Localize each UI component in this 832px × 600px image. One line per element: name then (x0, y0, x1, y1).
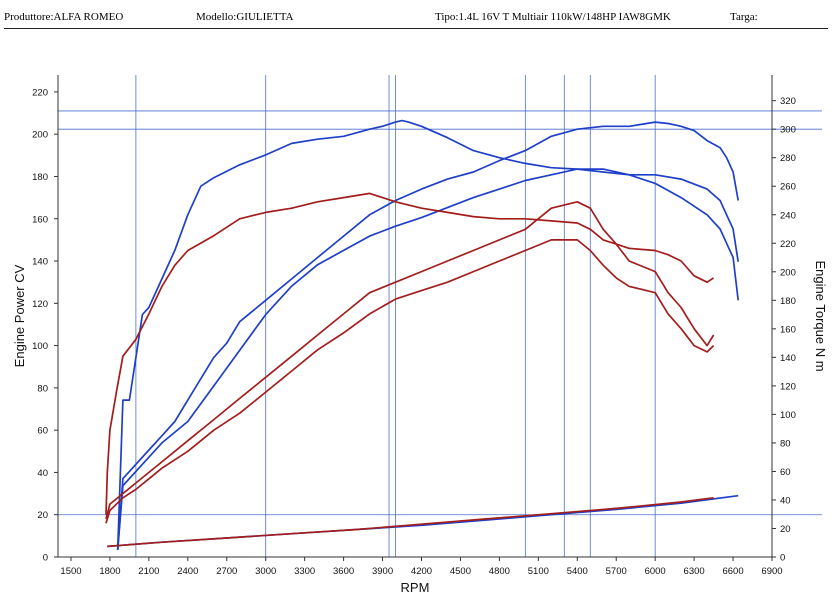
y-right-tick-label: 140 (780, 353, 796, 364)
x-tick-label: 3300 (294, 566, 315, 577)
type-value: 1.4L 16V T Multiair 110kW/148HP IAW8GMK (458, 11, 671, 23)
x-tick-label: 5400 (567, 566, 588, 577)
y-left-tick-label: 220 (32, 87, 48, 98)
producer-value: ALFA ROMEO (53, 11, 124, 23)
plot-frame (57, 75, 773, 558)
type-field: Tipo:1.4L 16V T Multiair 110kW/148HP IAW… (435, 11, 671, 23)
y-left-tick-label: 60 (37, 426, 48, 437)
y-left-tick-label: 40 (37, 468, 48, 479)
model-value: GIULIETTA (236, 11, 294, 23)
y-left-tick-label: 120 (32, 299, 48, 310)
y-right-tick-label: 40 (780, 495, 791, 506)
power-curve-red (105, 239, 715, 524)
model-field: Modello:GIULIETTA (196, 11, 294, 23)
y-axis-right-label: Engine Torque N m (813, 260, 828, 371)
y-left-tick-label: 200 (32, 130, 48, 141)
x-tick-label: 2400 (177, 566, 198, 577)
y-left-tick-label: 0 (43, 553, 48, 564)
x-tick-label: 2700 (216, 566, 237, 577)
y-left-tick-label: 80 (37, 383, 48, 394)
axis-ticks: 1500 1800 2100 2400 2700 3000 3300 3600 3900 4200… (32, 87, 796, 577)
y-axis-left-label: Engine Power CV (12, 264, 27, 367)
reference-lines (58, 75, 822, 557)
x-tick-label: 4500 (450, 566, 471, 577)
y-right-tick-label: 220 (780, 239, 796, 250)
y-right-tick-label: 200 (780, 267, 796, 278)
x-tick-label: 6900 (761, 566, 782, 577)
y-left-tick-label: 20 (37, 510, 48, 521)
power-curve-red (105, 192, 715, 515)
y-left-tick-label: 160 (32, 214, 48, 225)
x-tick-label: 2100 (138, 566, 159, 577)
x-tick-label: 6300 (684, 566, 705, 577)
data-series (105, 119, 740, 550)
x-tick-label: 1500 (60, 566, 81, 577)
x-tick-label: 6000 (645, 566, 666, 577)
x-tick-label: 5100 (528, 566, 549, 577)
plate-label: Targa: (730, 11, 758, 23)
y-right-tick-label: 320 (780, 96, 796, 107)
y-right-tick-label: 260 (780, 182, 796, 193)
y-right-tick-label: 0 (780, 553, 785, 564)
type-label: Tipo: (435, 11, 459, 23)
y-right-tick-label: 240 (780, 210, 796, 221)
x-tick-label: 6600 (722, 566, 743, 577)
y-left-tick-label: 180 (32, 172, 48, 183)
x-tick-label: 4200 (411, 566, 432, 577)
torque-curve-blue (116, 168, 740, 550)
model-label: Modello: (196, 11, 237, 23)
x-tick-label: 1800 (99, 566, 120, 577)
producer-field: Produttore:ALFA ROMEO (4, 11, 123, 23)
torque-curve-blue (116, 121, 740, 550)
y-right-tick-label: 60 (780, 467, 791, 478)
power-curve-red (107, 496, 714, 548)
torque-curve-blue (116, 119, 740, 550)
x-tick-label: 4800 (489, 566, 510, 577)
y-left-tick-label: 100 (32, 341, 48, 352)
header-divider (4, 28, 828, 29)
x-tick-label: 3000 (255, 566, 276, 577)
y-right-tick-label: 180 (780, 296, 796, 307)
y-right-tick-label: 20 (780, 524, 791, 535)
x-tick-label: 3600 (333, 566, 354, 577)
x-tick-label: 3900 (372, 566, 393, 577)
y-right-tick-label: 100 (780, 410, 796, 421)
y-left-tick-label: 140 (32, 257, 48, 268)
y-right-tick-label: 80 (780, 438, 791, 449)
y-right-tick-label: 120 (780, 381, 796, 392)
x-tick-label: 5700 (606, 566, 627, 577)
y-right-tick-label: 300 (780, 125, 796, 136)
power-curve-red (105, 200, 715, 520)
report-header: Produttore:ALFA ROMEO Modello:GIULIETTA … (0, 0, 832, 30)
x-axis-label: RPM (401, 580, 430, 595)
y-right-tick-label: 280 (780, 153, 796, 164)
y-right-tick-label: 160 (780, 324, 796, 335)
producer-label: Produttore: (4, 11, 54, 23)
